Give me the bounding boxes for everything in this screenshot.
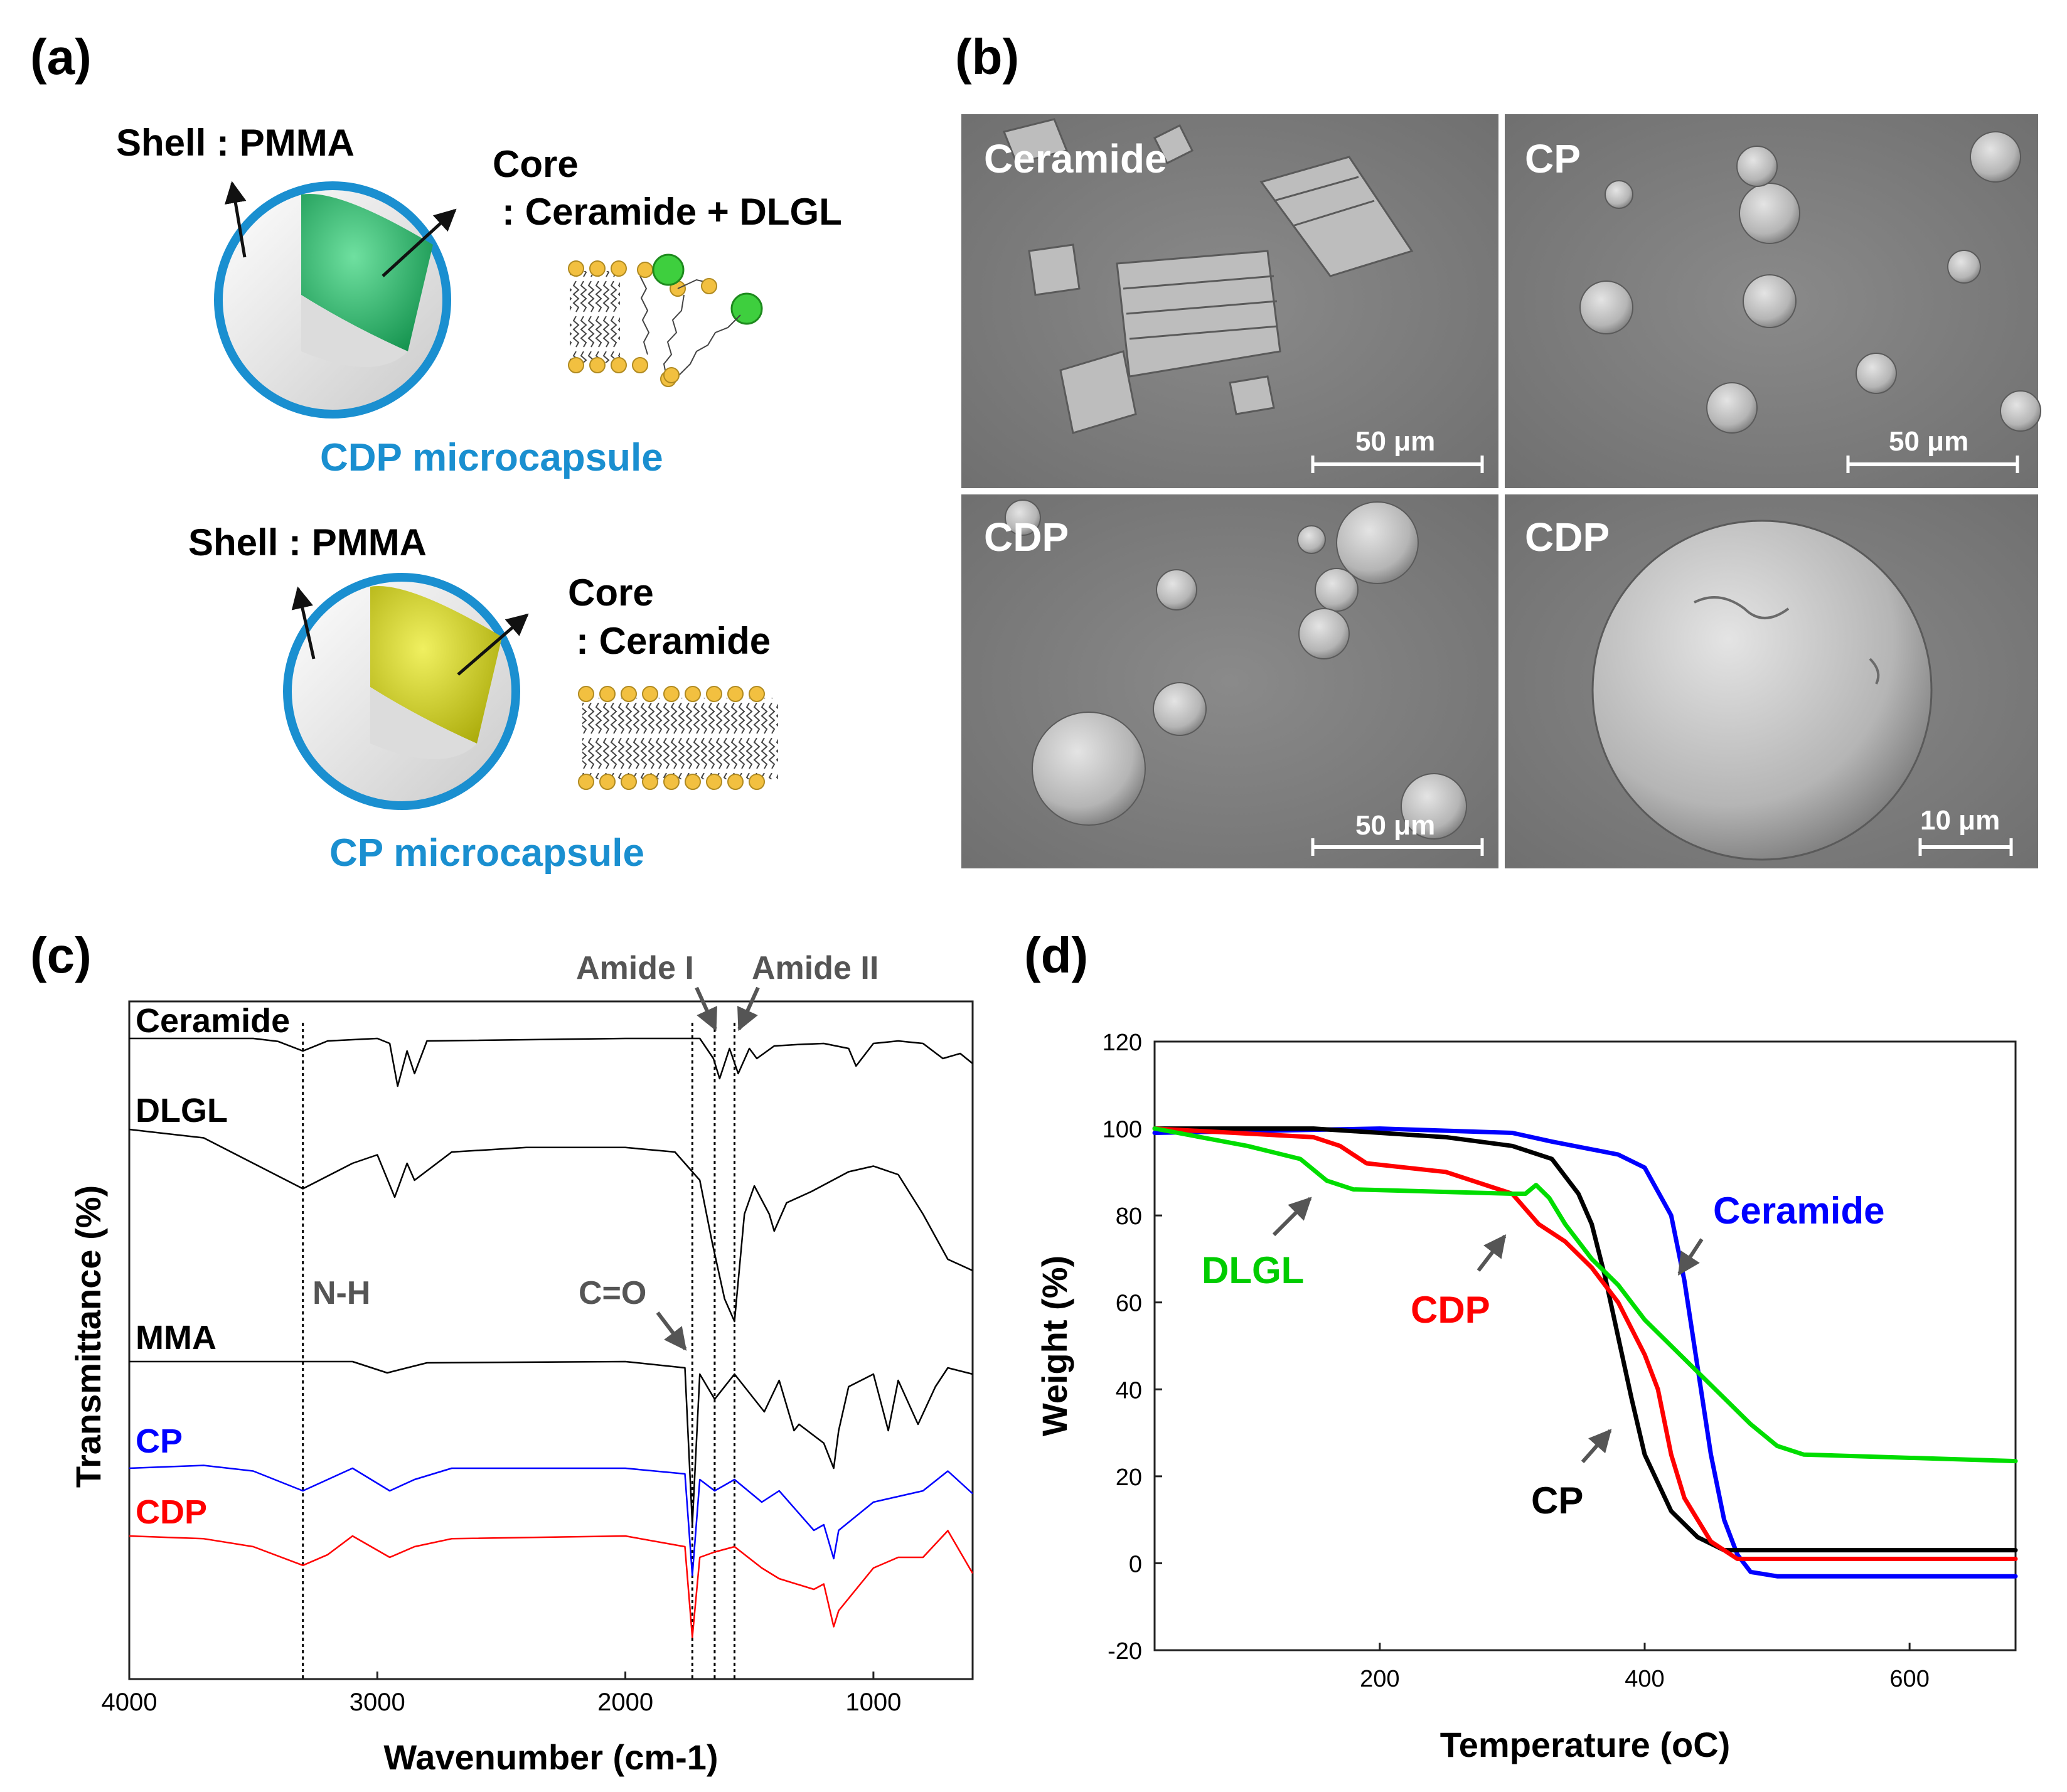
- ftir-xtick-label-2000: 2000: [597, 1688, 653, 1716]
- tga-xtick-label-200: 200: [1360, 1666, 1399, 1692]
- tga-ytick-label-0: 0: [1129, 1551, 1142, 1577]
- ftir-series-dlgl: [129, 1128, 973, 1323]
- panel-d: (d) -20 0 20 40 60 80 100 120 200 400 600 Ceramide D…: [1024, 927, 2018, 1764]
- co-arrow: [656, 1311, 687, 1351]
- nh-label: N-H: [312, 1275, 370, 1311]
- tga-series-cp: [1152, 1126, 2018, 1553]
- cp-core-content: : Ceramide: [576, 620, 771, 662]
- sem-image-ceramide: [961, 114, 1498, 488]
- cdp-core-title: Core: [493, 143, 579, 185]
- lipid-bilayer-ceramide-icon: [578, 686, 778, 790]
- sem-title-cdp-10: CDP: [1525, 515, 1610, 560]
- panel-a-label: (a): [30, 29, 92, 85]
- cdp-caption: CDP microcapsule: [320, 436, 663, 479]
- tga-ytick-label-120: 120: [1103, 1030, 1142, 1056]
- ftir-series-ceramide: [129, 1037, 973, 1087]
- tga-plot-frame: [1153, 1040, 2017, 1651]
- panel-b: (b) Ceramide 50 μm: [955, 29, 2041, 868]
- tga-label-cp: CP: [1531, 1480, 1583, 1522]
- tga-label-dlgl: DLGL: [1202, 1249, 1304, 1291]
- ftir-xtick-label-3000: 3000: [350, 1688, 405, 1716]
- ftir-legend-cp: CP: [136, 1422, 183, 1460]
- sem-scale-cdp-50: 50 μm: [1355, 810, 1435, 841]
- ftir-xtick-label-4000: 4000: [102, 1688, 158, 1716]
- tga-arrow-ceramide: [1677, 1238, 1704, 1276]
- sem-scale-cp: 50 μm: [1889, 426, 1968, 457]
- tga-y-axis-title: Weight (%): [1035, 1256, 1074, 1436]
- panel-d-label: (d): [1024, 927, 1088, 983]
- tga-series-dlgl: [1152, 1126, 2018, 1464]
- tga-ytick-label-80: 80: [1116, 1203, 1142, 1230]
- tga-series-ceramide: [1152, 1126, 2018, 1579]
- cp-core-title: Core: [568, 572, 654, 614]
- tga-xtick-label-600: 600: [1889, 1666, 1929, 1692]
- ftir-legend-dlgl: DLGL: [136, 1092, 228, 1129]
- sem-image-cdp-10: [1505, 494, 2038, 868]
- co-label: C=O: [579, 1275, 646, 1311]
- tga-series-cdp: [1152, 1126, 2018, 1561]
- tga-ytick-label--20: -20: [1108, 1638, 1142, 1665]
- cp-shell-text: Shell : PMMA: [188, 521, 427, 563]
- panel-b-label: (b): [955, 29, 1019, 85]
- ftir-series-cp: [129, 1464, 973, 1577]
- ftir-x-axis-title: Wavenumber (cm-1): [383, 1737, 718, 1777]
- tga-ytick-label-100: 100: [1103, 1117, 1142, 1143]
- tga-ytick-label-20: 20: [1116, 1464, 1142, 1491]
- amide-i-arrow: [695, 986, 717, 1032]
- tga-ytick-label-60: 60: [1116, 1291, 1142, 1317]
- sem-image-cp: [1505, 114, 2041, 488]
- sem-title-cdp-50: CDP: [984, 515, 1069, 560]
- ftir-y-axis-title: Transmittance (%): [68, 1185, 108, 1488]
- ftir-legend-cdp: CDP: [136, 1493, 207, 1531]
- ftir-plot-frame: [128, 1000, 974, 1680]
- tga-arrow-cdp: [1477, 1234, 1507, 1272]
- sem-title-cp: CP: [1525, 136, 1581, 181]
- tga-chart: -20 0 20 40 60 80 100 120 200 400 600 Ceramide DLGL C…: [1035, 1030, 2018, 1764]
- ftir-legend-mma: MMA: [136, 1319, 216, 1357]
- panel-c: (c) Ceramide DLGL MMA CP CDP 4000 3000 2000 1000…: [30, 927, 974, 1777]
- cdp-core-content: : Ceramide + DLGL: [502, 191, 842, 233]
- tga-arrow-dlgl: [1272, 1197, 1312, 1237]
- cdp-shell-text: Shell : PMMA: [116, 122, 355, 164]
- ftir-xtick-label-1000: 1000: [845, 1688, 901, 1716]
- tga-xtick-label-400: 400: [1625, 1666, 1664, 1692]
- ftir-series-mma: [129, 1360, 973, 1526]
- tga-label-cdp: CDP: [1411, 1289, 1490, 1331]
- ftir-series-cdp: [129, 1530, 974, 1638]
- ftir-legend-ceramide: Ceramide: [136, 1002, 290, 1040]
- sem-scale-cdp-10: 10 μm: [1920, 805, 2000, 836]
- cp-caption: CP microcapsule: [329, 831, 644, 875]
- lipid-bilayer-dlgl-icon: [568, 253, 763, 387]
- amide-ii-arrow: [737, 986, 760, 1032]
- sem-image-cdp-50: [961, 494, 1498, 868]
- amide-ii-label: Amide II: [752, 950, 879, 986]
- sem-title-ceramide: Ceramide: [984, 136, 1167, 181]
- amide-i-label: Amide I: [576, 950, 694, 986]
- tga-x-axis-title: Temperature (oC): [1440, 1725, 1731, 1764]
- cp-capsule-illustration: [283, 573, 529, 810]
- panel-a: (a) Shell : PMMA Core : Ceramide + DLGL: [30, 29, 842, 875]
- cdp-capsule-illustration: [214, 181, 457, 419]
- tga-label-ceramide: Ceramide: [1713, 1190, 1884, 1232]
- sem-scale-ceramide: 50 μm: [1355, 426, 1435, 457]
- tga-arrow-cp: [1581, 1429, 1612, 1463]
- ftir-chart: Ceramide DLGL MMA CP CDP 4000 3000 2000 1000 Wave…: [68, 1002, 974, 1777]
- panel-c-label: (c): [30, 927, 92, 983]
- tga-ytick-label-40: 40: [1116, 1377, 1142, 1404]
